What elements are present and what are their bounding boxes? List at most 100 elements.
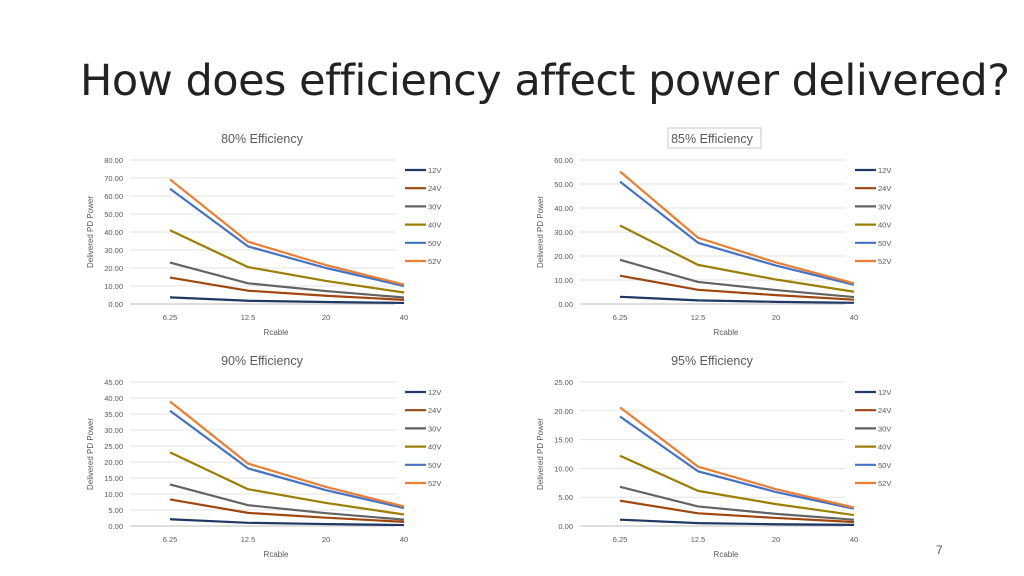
y-tick-label: 25.00 [554,378,573,387]
y-tick-label: 50.00 [104,210,123,219]
chart-90-efficiency: 90% Efficiency 0.00 5.00 10.00 15.00 20.00 25.… [86,354,441,559]
y-tick-label: 40.00 [554,204,573,213]
legend-label: 50V [428,239,441,248]
legend-label: 12V [878,166,891,175]
legend-label: 30V [428,424,441,433]
y-tick-label: 10.00 [554,276,573,285]
series-line-24v [169,276,405,301]
x-tick-label: 12.5 [241,535,256,544]
series-line-12v [169,296,405,305]
y-tick-label: 20.00 [554,252,573,261]
series-line-50v [619,415,855,510]
series-line-24v [619,274,855,301]
y-tick-label: 60.00 [554,156,573,165]
legend-label: 52V [428,479,441,488]
legend-label: 30V [878,424,891,433]
legend-label: 52V [878,479,891,488]
y-tick-label: 0.00 [108,300,123,309]
chart-95-efficiency: 95% Efficiency 0.00 5.00 10.00 15.00 20.00 25.… [536,354,891,559]
x-tick-label: 12.5 [691,313,706,322]
page-number: 7 [936,543,943,557]
series-line-12v [619,518,855,526]
legend-label: 12V [428,388,441,397]
series-line-30v [169,483,405,521]
x-tick-label: 40 [400,313,408,322]
series-line-52v [169,178,405,286]
chart-title: 95% Efficiency [671,354,754,368]
series-line-52v [619,406,855,509]
y-tick-label: 30.00 [104,246,123,255]
y-tick-label: 50.00 [554,180,573,189]
chart-title: 90% Efficiency [221,354,304,368]
legend-label: 30V [428,202,441,211]
series-line-40v [169,451,405,516]
x-axis-title: Rcable [714,550,739,559]
x-tick-label: 40 [850,535,858,544]
series-line-40v [619,224,855,293]
legend-label: 52V [878,257,891,266]
series-line-24v [169,498,405,523]
legend-label: 50V [428,461,441,470]
legend-label: 40V [878,443,891,452]
series-line-30v [619,485,855,521]
series-line-52v [169,400,405,508]
legend-label: 40V [428,221,441,230]
y-axis-title: Delivered PD Power [86,196,95,268]
legend-label: 12V [878,388,891,397]
x-axis-title: Rcable [264,550,289,559]
chart-80-efficiency: 80% Efficiency 0.00 10.00 20.00 30.00 40.00 50… [86,132,441,337]
legend-label: 50V [878,461,891,470]
y-tick-label: 0.00 [108,522,123,531]
legend-label: 24V [428,406,441,415]
series-line-24v [619,499,855,524]
y-tick-label: 0.00 [558,522,573,531]
series-line-50v [169,187,405,288]
y-tick-label: 20.00 [104,458,123,467]
y-axis-title: Delivered PD Power [536,196,545,268]
x-tick-label: 6.25 [613,313,628,322]
y-axis-title: Delivered PD Power [86,418,95,490]
x-tick-label: 6.25 [613,535,628,544]
y-tick-label: 35.00 [104,410,123,419]
series-line-12v [619,295,855,304]
chart-85-efficiency: 85% Efficiency 0.00 10.00 20.00 30.00 40.00 50… [536,127,891,337]
series-line-40v [619,454,855,517]
x-tick-label: 20 [772,313,780,322]
chart-title: 85% Efficiency [671,132,754,146]
legend-label: 24V [428,184,441,193]
x-tick-label: 20 [772,535,780,544]
y-tick-label: 40.00 [104,228,123,237]
series-line-12v [169,518,405,527]
y-tick-label: 10.00 [104,282,123,291]
legend-label: 30V [878,202,891,211]
x-tick-label: 20 [322,313,330,322]
y-tick-label: 5.00 [108,506,123,515]
slide-title: How does efficiency affect power deliver… [80,56,1010,106]
x-tick-label: 40 [400,535,408,544]
x-axis-title: Rcable [264,328,289,337]
y-axis-title: Delivered PD Power [536,418,545,490]
series-line-30v [619,258,855,299]
x-tick-label: 40 [850,313,858,322]
y-tick-label: 15.00 [554,436,573,445]
chart-title-box [667,127,762,149]
y-tick-label: 70.00 [104,174,123,183]
legend-label: 52V [428,257,441,266]
x-tick-label: 12.5 [691,535,706,544]
legend-label: 40V [428,443,441,452]
y-tick-label: 30.00 [554,228,573,237]
y-tick-label: 10.00 [104,490,123,499]
y-tick-label: 45.00 [104,378,123,387]
y-tick-label: 80.00 [104,156,123,165]
y-tick-label: 0.00 [558,300,573,309]
legend-label: 24V [878,406,891,415]
legend-label: 24V [878,184,891,193]
y-tick-label: 20.00 [554,407,573,416]
x-tick-label: 20 [322,535,330,544]
legend-label: 12V [428,166,441,175]
series-line-50v [169,409,405,510]
series-line-40v [169,229,405,294]
y-tick-label: 15.00 [104,474,123,483]
chart-title: 80% Efficiency [221,132,304,146]
series-line-30v [169,261,405,299]
